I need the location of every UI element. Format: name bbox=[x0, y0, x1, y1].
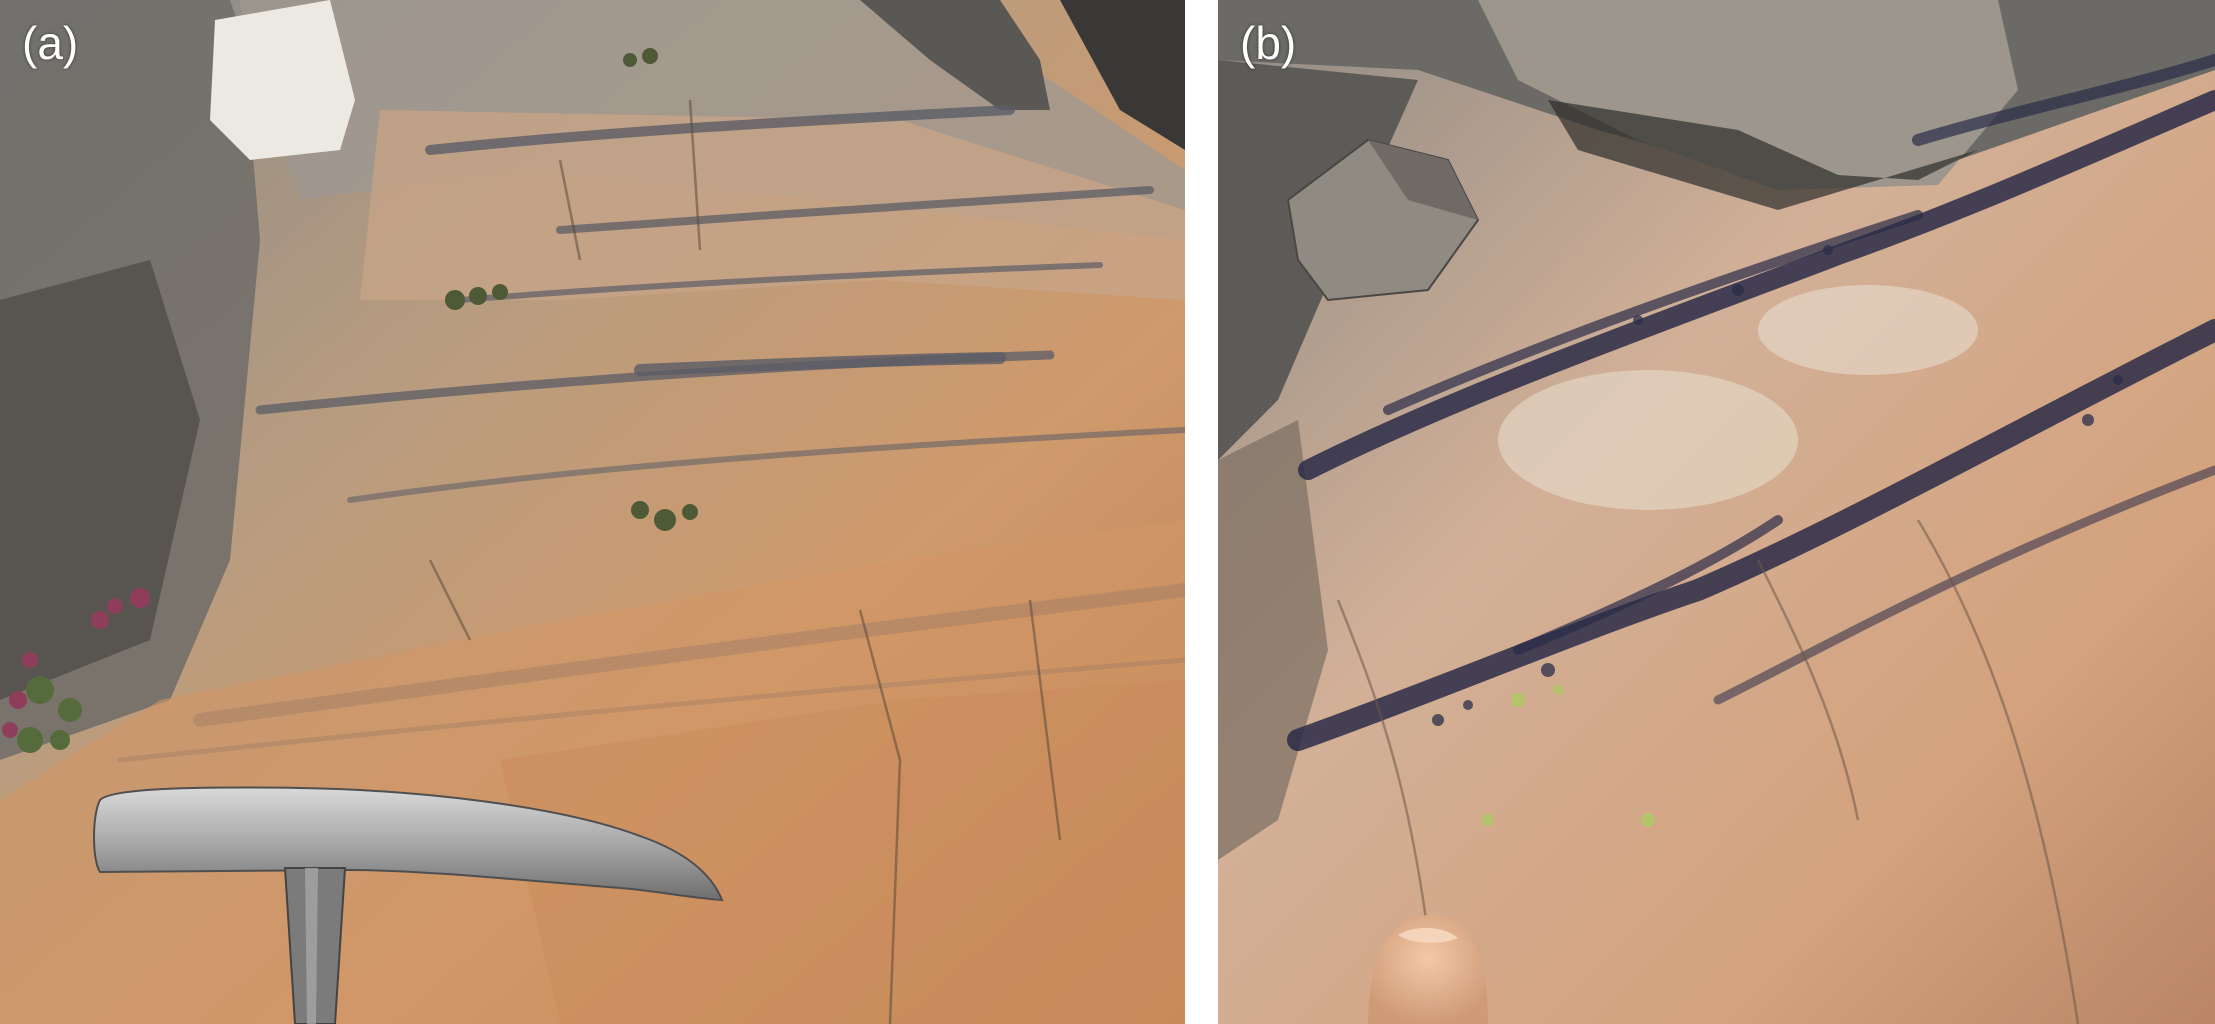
panel-label-a: (a) bbox=[22, 17, 79, 69]
panel-label-b: (b) bbox=[1240, 17, 1297, 69]
rock-outcrop-photo-a bbox=[0, 0, 1185, 1024]
rock-closeup-photo-b bbox=[1218, 0, 2215, 1024]
photo-panel-a: (a) bbox=[0, 0, 1185, 1024]
photo-panel-b: (b) bbox=[1218, 0, 2215, 1024]
finger bbox=[1368, 914, 1488, 1024]
rock-hammer bbox=[93, 786, 724, 1024]
